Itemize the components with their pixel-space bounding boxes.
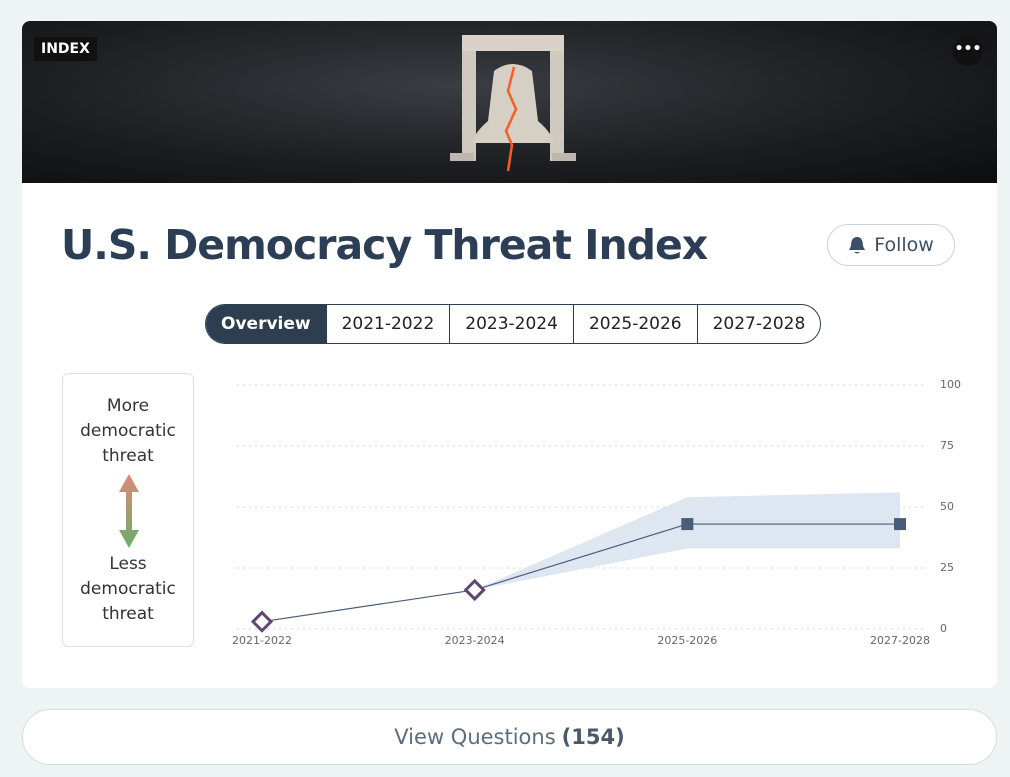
view-questions-button[interactable]: View Questions (154) bbox=[22, 709, 997, 765]
y-tick-label: 100 bbox=[940, 378, 961, 391]
x-tick-label: 2021-2022 bbox=[232, 634, 292, 647]
x-tick-label: 2025-2026 bbox=[657, 634, 717, 647]
tab[interactable]: 2027-2028 bbox=[696, 305, 821, 343]
tab-bar: Overview 2021-2022 2023-2024 2025-2026 2027-… bbox=[205, 304, 822, 344]
bell-icon bbox=[849, 237, 866, 254]
point-marker bbox=[463, 578, 486, 602]
tab[interactable]: 2023-2024 bbox=[449, 305, 573, 343]
x-tick-label: 2027-2028 bbox=[870, 634, 930, 647]
tab[interactable]: 2025-2026 bbox=[572, 305, 697, 343]
page-title: U.S. Democracy Threat Index bbox=[61, 221, 708, 269]
y-tick-label: 0 bbox=[940, 622, 947, 635]
y-tick-label: 50 bbox=[940, 500, 954, 513]
banner-image bbox=[450, 35, 576, 172]
follow-label: Follow bbox=[874, 234, 934, 256]
index-card: INDEX ••• U.S. Democracy Threat Index Fo… bbox=[22, 21, 997, 688]
x-tick-label: 2023-2024 bbox=[445, 634, 505, 647]
tab[interactable]: Overview bbox=[206, 305, 326, 343]
banner: INDEX ••• bbox=[22, 21, 997, 183]
y-tick-label: 25 bbox=[940, 561, 954, 574]
tab[interactable]: 2021-2022 bbox=[325, 305, 450, 343]
more-button[interactable]: ••• bbox=[953, 36, 983, 66]
chart: 0 25 50 75 100 2021-2022 2023-2024 2025-2026 202… bbox=[232, 378, 961, 647]
follow-button[interactable]: Follow bbox=[827, 224, 955, 266]
legend-bottom: Less democratic threat bbox=[80, 554, 176, 624]
badge: INDEX bbox=[34, 37, 97, 61]
point-marker bbox=[681, 518, 694, 531]
arrow-icon bbox=[119, 474, 139, 548]
legend-top: More democratic threat bbox=[80, 396, 176, 466]
view-questions-count: (154) bbox=[561, 725, 625, 749]
legend-box: More democratic threat Less democratic t… bbox=[62, 373, 194, 647]
uncertainty-band bbox=[474, 492, 900, 590]
point-marker bbox=[250, 610, 274, 633]
view-questions-label: View Questions bbox=[394, 725, 556, 749]
point-marker bbox=[894, 518, 906, 531]
series-line bbox=[261, 523, 900, 623]
y-tick-label: 75 bbox=[940, 439, 954, 452]
